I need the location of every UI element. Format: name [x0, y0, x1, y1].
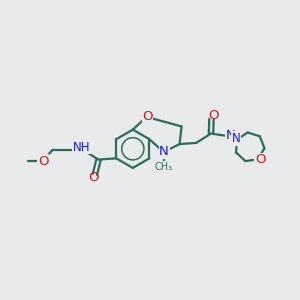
Text: O: O	[38, 155, 49, 168]
Text: CH₃: CH₃	[154, 162, 173, 172]
Text: N: N	[231, 132, 240, 145]
Text: N: N	[225, 129, 235, 142]
Text: O: O	[88, 172, 99, 184]
Text: O: O	[208, 109, 218, 122]
Text: O: O	[142, 110, 153, 123]
Text: O: O	[255, 153, 265, 166]
Text: N: N	[159, 146, 169, 158]
Text: NH: NH	[73, 141, 90, 154]
